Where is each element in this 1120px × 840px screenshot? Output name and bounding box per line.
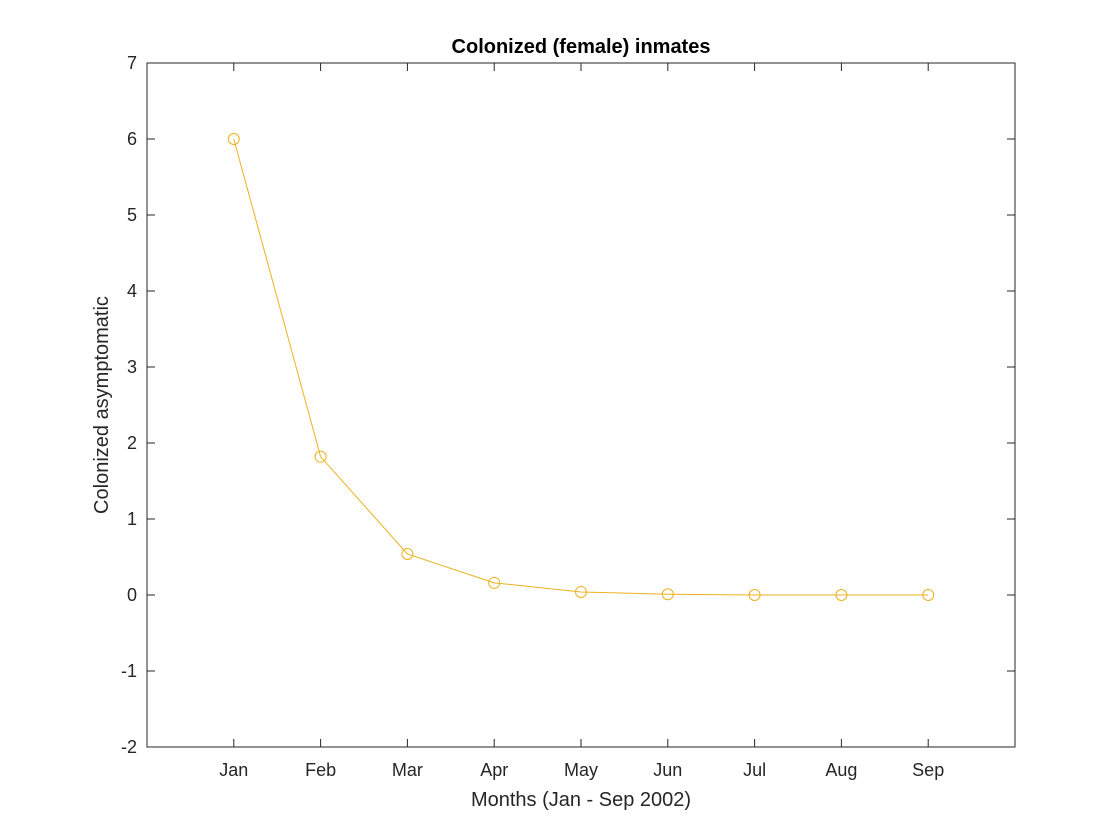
y-tick-label: 2 xyxy=(127,433,137,453)
x-tick-labels: Jan Feb Mar Apr May Jun Jul Aug Sep xyxy=(219,760,944,780)
x-axis-title: Months (Jan - Sep 2002) xyxy=(471,789,691,811)
data-point-sep xyxy=(922,589,935,601)
y-tick-label: -1 xyxy=(121,661,137,681)
chart-title: Colonized (female) inmates xyxy=(452,36,711,58)
x-tick-label: Aug xyxy=(825,760,857,780)
x-tick-label: Feb xyxy=(305,760,336,780)
y-tick-label: 7 xyxy=(127,53,137,73)
x-tick-label: May xyxy=(564,760,598,780)
plot-area xyxy=(147,63,1015,747)
x-tick-label: Jun xyxy=(653,760,682,780)
y-tick-label: 4 xyxy=(127,281,137,301)
x-tick-label: Apr xyxy=(480,760,508,780)
data-point-may xyxy=(575,585,587,598)
data-point-feb xyxy=(314,450,327,463)
data-point-aug xyxy=(835,589,848,601)
data-point-jul xyxy=(748,589,761,601)
data-point-jan xyxy=(227,133,240,145)
plot-frame xyxy=(146,62,1016,748)
x-tick-label: Mar xyxy=(392,760,423,780)
data-point-apr xyxy=(488,576,501,589)
y-axis-title: Colonized asymptomatic xyxy=(91,296,113,514)
y-tick-label: -2 xyxy=(121,737,137,757)
y-tick-label: 3 xyxy=(127,357,137,377)
y-tick-label: 5 xyxy=(127,205,137,225)
data-point-jun xyxy=(661,588,674,601)
y-tick-label: 0 xyxy=(127,585,137,605)
y-tick-labels: -2 -1 0 1 2 3 4 5 6 7 xyxy=(121,53,137,757)
data-point-mar xyxy=(401,547,414,560)
y-tick-label: 1 xyxy=(127,509,137,529)
series-line xyxy=(233,138,929,596)
y-tick-label: 6 xyxy=(127,129,137,149)
series-layer xyxy=(227,133,935,601)
x-tick-label: Jul xyxy=(743,760,766,780)
x-tick-label: Sep xyxy=(912,760,944,780)
x-tick-label: Jan xyxy=(219,760,248,780)
